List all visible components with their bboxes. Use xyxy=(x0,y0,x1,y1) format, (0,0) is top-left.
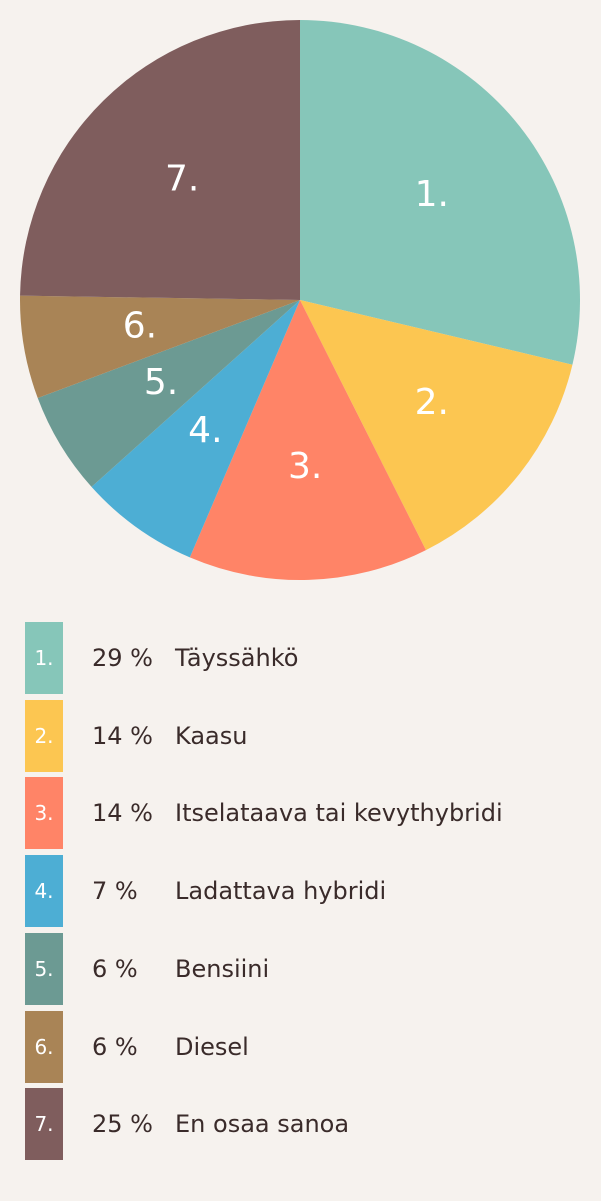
legend-percent-5: 6 % xyxy=(92,954,138,983)
legend-row-3: 3. 14 % Itselataava tai kevythybridi xyxy=(25,777,585,850)
legend-label-1: Täyssähkö xyxy=(175,644,299,672)
pie-slice-3 xyxy=(189,300,426,580)
pie-slice-1 xyxy=(300,20,580,365)
legend-row-6: 6. 6 % Diesel xyxy=(25,1010,585,1083)
legend-percent-1: 29 % xyxy=(92,644,153,672)
legend-label-4: Ladattava hybridi xyxy=(175,877,387,906)
pie-slice-label-4: 4. xyxy=(188,410,222,451)
legend-row-1: 1. 29 % Täyssähkö xyxy=(25,622,585,694)
legend-percent-3: 14 % xyxy=(92,799,153,828)
pie-slice-label-6: 6. xyxy=(123,306,157,347)
pie-slice-7 xyxy=(20,20,300,300)
legend-label-5: Bensiini xyxy=(175,954,270,983)
legend-swatch-1: 1. xyxy=(25,622,63,694)
legend-swatch-3: 3. xyxy=(25,777,63,850)
legend-swatch-7: 7. xyxy=(25,1088,63,1161)
legend-swatch-5: 5. xyxy=(25,932,63,1005)
legend-percent-7: 25 % xyxy=(92,1110,153,1139)
legend-label-2: Kaasu xyxy=(175,721,248,750)
legend-percent-2: 14 % xyxy=(92,721,153,750)
legend-row-2: 2. 14 % Kaasu xyxy=(25,699,585,772)
legend-label-6: Diesel xyxy=(175,1032,249,1061)
legend-label-3: Itselataava tai kevythybridi xyxy=(175,799,503,828)
legend-label-7: En osaa sanoa xyxy=(175,1110,350,1139)
pie-slice-label-3: 3. xyxy=(288,446,322,487)
legend-row-7: 7. 25 % En osaa sanoa xyxy=(25,1088,585,1161)
pie-slice-4 xyxy=(91,300,301,558)
legend-percent-4: 7 % xyxy=(92,877,138,906)
pie-slice-6 xyxy=(19,295,300,399)
pie-slice-label-2: 2. xyxy=(415,382,449,423)
legend-row-5: 5. 6 % Bensiini xyxy=(25,932,585,1005)
legend-percent-6: 6 % xyxy=(92,1032,138,1061)
legend-swatch-6: 6. xyxy=(25,1010,63,1083)
pie-chart: 1. 2. 3. 4.5. 6. 7. xyxy=(19,20,580,580)
pie-slice-label-1: 1. xyxy=(415,174,449,215)
legend-swatch-4: 4. xyxy=(25,855,63,928)
legend-swatch-2: 2. xyxy=(25,699,63,772)
pie-slice-2 xyxy=(300,300,573,551)
pie-slice-label-7: 7. xyxy=(165,158,199,199)
pie-slice-label-5: 5. xyxy=(144,362,178,403)
legend-row-4: 4. 7 % Ladattava hybridi xyxy=(25,855,585,928)
pie-slice-5 xyxy=(37,300,300,487)
